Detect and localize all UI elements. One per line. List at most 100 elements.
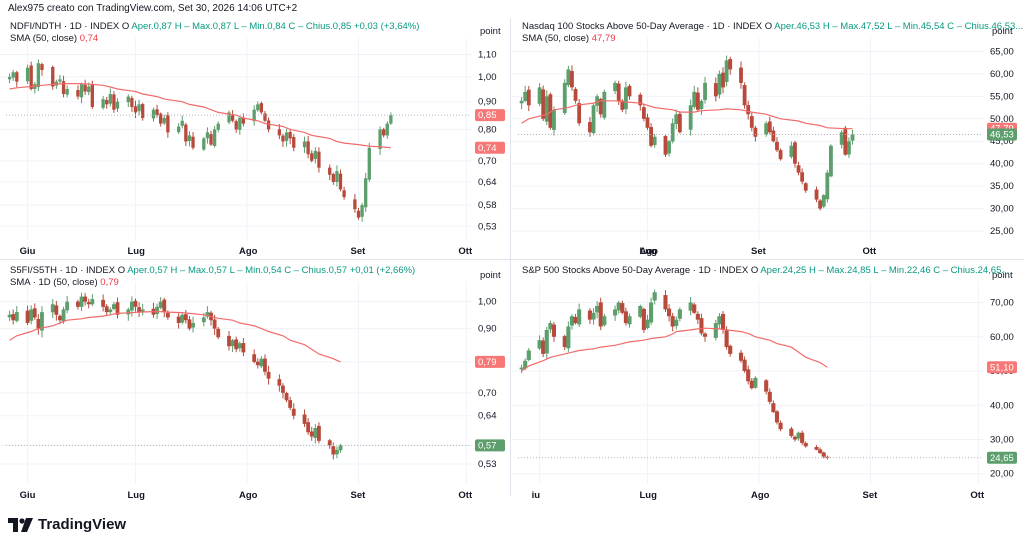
candle-body <box>775 141 779 151</box>
candle-body <box>670 316 675 327</box>
candle-body <box>256 104 260 111</box>
candle-body <box>29 309 34 321</box>
sma-legend-value: 47,79 <box>591 33 616 44</box>
candle-body <box>342 190 346 198</box>
candle-body <box>25 67 30 82</box>
x-tick-label: Set <box>350 246 366 257</box>
candle-body <box>713 83 718 97</box>
candle-body <box>29 65 33 90</box>
candle-body <box>602 91 607 118</box>
candle-body <box>115 101 120 109</box>
candle-body <box>112 304 116 309</box>
legend-low: L – Min.0,54 <box>229 265 282 276</box>
y-tick-label: 70,00 <box>990 298 1014 309</box>
candle-body <box>541 340 546 354</box>
chart-canvas-ndfi[interactable]: 1,10 1,00 0,90 0,80 0,70 0,64 0,58 0,53 Giu Lug Ag… <box>0 18 508 266</box>
panel-divider-horizontal <box>0 259 1024 260</box>
candle-body <box>803 183 808 191</box>
candle-body <box>670 123 675 142</box>
candle-body <box>746 369 751 382</box>
candle-body <box>778 150 783 160</box>
candle-body <box>165 312 170 318</box>
candle-body <box>317 151 321 168</box>
candle-body <box>237 343 242 349</box>
candle-body <box>32 308 37 318</box>
legend-close: C – Chius.0,85 <box>288 21 352 32</box>
legend-open-value: Aper.24,25 <box>760 265 807 276</box>
candle-body <box>551 324 557 337</box>
candle-body <box>742 85 747 106</box>
candle-body <box>526 350 531 361</box>
candle-body <box>645 117 650 128</box>
chart-canvas-nasdaq100[interactable]: 65,00 60,00 55,00 50,00 45,00 40,00 35,00 30,00… <box>512 18 1020 266</box>
candle-body <box>728 59 733 70</box>
legend-sp500: S&P 500 Stocks Above 50-Day Average · 1D… <box>522 265 1009 277</box>
chart-canvas-sp500[interactable]: 70,0060,0050,0040,0030,0020,00iuLugAgoSe… <box>512 262 1020 510</box>
candle-body <box>717 73 722 95</box>
x-tick-label: Giu <box>20 246 36 257</box>
candle-body <box>793 142 797 164</box>
candle-body <box>205 132 210 139</box>
candle-body <box>302 141 307 148</box>
candle-body <box>523 360 528 369</box>
candle-body <box>389 115 393 124</box>
candle-body <box>331 446 336 455</box>
chart-panel-sp500[interactable]: 70,0060,0050,0040,0030,0020,00iuLugAgoSe… <box>512 262 1020 510</box>
y-tick-label: 25,00 <box>990 226 1014 237</box>
candle-body <box>796 165 801 173</box>
candle-body <box>155 109 159 116</box>
candle-body <box>818 449 823 454</box>
sma-line <box>9 83 391 149</box>
candle-body <box>378 129 382 149</box>
candle-body <box>176 126 181 133</box>
candle-body <box>183 314 188 321</box>
candle-body <box>11 72 15 78</box>
candle-body <box>587 310 592 320</box>
candle-body <box>598 98 603 115</box>
candle-body <box>335 171 339 183</box>
candle-body <box>789 428 794 437</box>
candle-body <box>674 319 679 326</box>
candle-body <box>137 104 141 112</box>
candle-body <box>641 308 646 330</box>
candle-body <box>620 303 625 313</box>
candle-body <box>158 301 163 308</box>
sma-legend-label: SMA (50, close) <box>522 33 590 44</box>
candle-body <box>720 314 726 330</box>
legend-ndfi: NDFI/NDTH · 1D · INDEX O Aper.0,87 H – M… <box>10 21 419 45</box>
chart-canvas-s5fi[interactable]: 1,00 0,90 0,79 0,70 0,64 0,57 0,53 Giu Lug Ago Set… <box>0 262 508 510</box>
candle-body <box>825 172 830 200</box>
candle-body <box>638 305 643 317</box>
chart-panel-nasdaq100[interactable]: 65,00 60,00 55,00 50,00 45,00 40,00 35,00 30,00… <box>512 18 1023 266</box>
candle-body <box>133 106 138 113</box>
y-tick-label: 50,00 <box>990 114 1014 125</box>
candle-body <box>792 436 798 440</box>
axis-unit-label: point <box>480 26 501 37</box>
tradingview-brand[interactable]: TradingView <box>8 516 126 533</box>
candle-body <box>162 117 166 124</box>
candle-body <box>724 60 729 83</box>
candle-body <box>767 391 772 402</box>
candle-body <box>724 330 729 348</box>
candle-body <box>187 319 192 329</box>
candle-body <box>753 127 758 137</box>
candle-body <box>259 103 264 113</box>
candle-body <box>519 367 524 370</box>
candle-body <box>774 411 780 423</box>
y-tick-label: 0,58 <box>478 200 497 211</box>
chart-panel-s5fi[interactable]: 1,00 0,90 0,79 0,70 0,64 0,57 0,53 Giu Lug Ago Set… <box>0 262 508 510</box>
candle-body <box>850 134 855 141</box>
legend-close: C – Chius.24,65... <box>933 265 1010 276</box>
candle-body <box>79 84 84 98</box>
candle-body <box>699 318 704 334</box>
candle-body <box>90 84 94 108</box>
legend-s5fi: S5FI/S5TH · 1D · INDEX O Aper.0,57 H – M… <box>10 265 415 289</box>
candle-body <box>800 172 805 182</box>
candle-body <box>241 118 246 124</box>
chart-panel-ndfi[interactable]: 1,10 1,00 0,90 0,80 0,70 0,64 0,58 0,53 Giu Lug Ag… <box>0 18 508 266</box>
sma-price-label: 0,74 <box>478 143 497 154</box>
candle-body <box>627 316 632 325</box>
x-tick-label: Set <box>862 490 878 501</box>
candle-body <box>566 69 571 86</box>
candle-body <box>703 82 707 101</box>
